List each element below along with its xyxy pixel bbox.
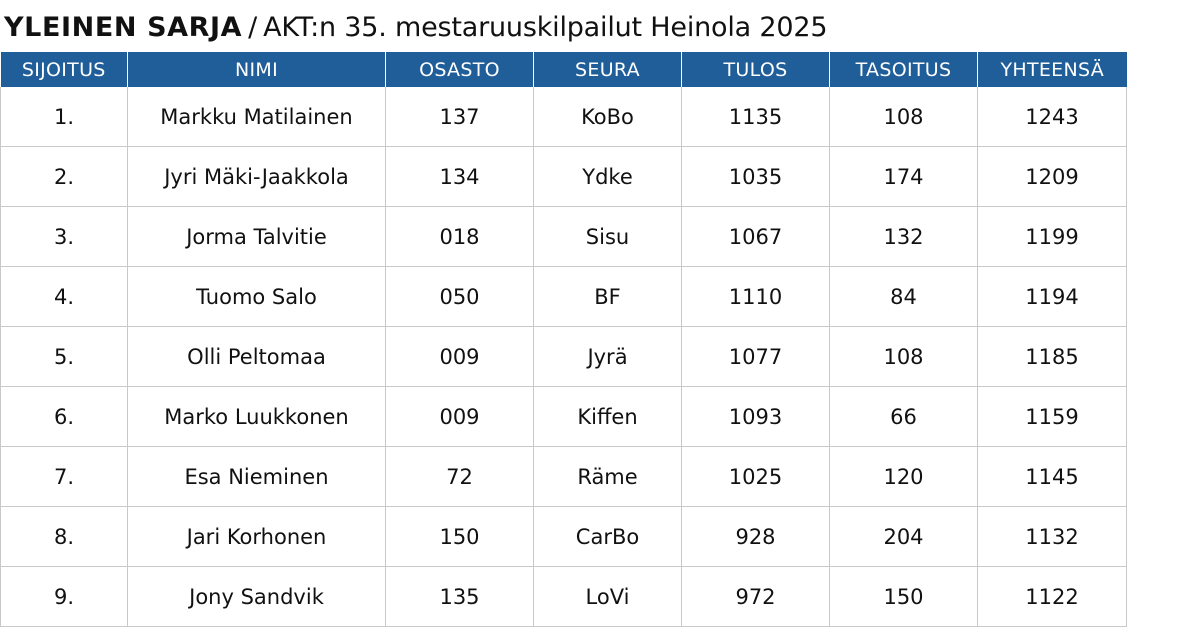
cell-yhteensa: 1132 — [977, 506, 1127, 567]
cell-nimi: Jari Korhonen — [127, 506, 386, 567]
cell-tasoitus: 84 — [829, 266, 978, 327]
table-row: 3. Jorma Talvitie 018 Sisu 1067 132 1199 — [0, 206, 1127, 267]
cell-seura: LoVi — [533, 566, 682, 627]
cell-osasto: 050 — [385, 266, 534, 327]
column-header-tasoitus: TASOITUS — [829, 52, 978, 87]
column-header-nimi: NIMI — [127, 52, 386, 87]
cell-nimi: Marko Luukkonen — [127, 386, 386, 447]
column-header-yhteensa: YHTEENSÄ — [977, 52, 1127, 87]
cell-osasto: 009 — [385, 386, 534, 447]
cell-osasto: 134 — [385, 146, 534, 207]
cell-nimi: Jyri Mäki-Jaakkola — [127, 146, 386, 207]
results-table: SIJOITUS NIMI OSASTO SEURA TULOS TASOITU… — [0, 52, 1127, 627]
cell-tulos: 1110 — [681, 266, 830, 327]
column-header-tulos: TULOS — [681, 52, 830, 87]
cell-seura: Jyrä — [533, 326, 682, 387]
cell-sijoitus: 1. — [0, 87, 128, 147]
cell-nimi: Jony Sandvik — [127, 566, 386, 627]
table-row: 8. Jari Korhonen 150 CarBo 928 204 1132 — [0, 506, 1127, 567]
title-separator: / — [248, 12, 258, 43]
cell-tasoitus: 120 — [829, 446, 978, 507]
cell-tasoitus: 132 — [829, 206, 978, 267]
cell-tasoitus: 150 — [829, 566, 978, 627]
page-title: YLEINEN SARJA / AKT:n 35. mestaruuskilpail… — [4, 6, 827, 50]
cell-tulos: 1135 — [681, 87, 830, 147]
cell-osasto: 135 — [385, 566, 534, 627]
cell-seura: Kiffen — [533, 386, 682, 447]
cell-tasoitus: 108 — [829, 87, 978, 147]
cell-sijoitus: 9. — [0, 566, 128, 627]
cell-osasto: 018 — [385, 206, 534, 267]
column-header-osasto: OSASTO — [385, 52, 534, 87]
table-row: 7. Esa Nieminen 72 Räme 1025 120 1145 — [0, 446, 1127, 507]
cell-yhteensa: 1199 — [977, 206, 1127, 267]
header-row: SIJOITUS NIMI OSASTO SEURA TULOS TASOITU… — [0, 52, 1127, 87]
cell-tasoitus: 174 — [829, 146, 978, 207]
cell-seura: BF — [533, 266, 682, 327]
table-row: 4. Tuomo Salo 050 BF 1110 84 1194 — [0, 266, 1127, 327]
cell-seura: Ydke — [533, 146, 682, 207]
cell-yhteensa: 1185 — [977, 326, 1127, 387]
column-header-sijoitus: SIJOITUS — [0, 52, 128, 87]
series-name: YLEINEN SARJA — [4, 12, 243, 43]
cell-seura: CarBo — [533, 506, 682, 567]
cell-yhteensa: 1122 — [977, 566, 1127, 627]
cell-sijoitus: 8. — [0, 506, 128, 567]
competition-name: AKT:n 35. mestaruuskilpailut Heinola 202… — [263, 12, 828, 43]
cell-tulos: 1067 — [681, 206, 830, 267]
cell-osasto: 150 — [385, 506, 534, 567]
cell-yhteensa: 1209 — [977, 146, 1127, 207]
cell-osasto: 009 — [385, 326, 534, 387]
cell-tulos: 1035 — [681, 146, 830, 207]
cell-yhteensa: 1145 — [977, 446, 1127, 507]
cell-nimi: Markku Matilainen — [127, 87, 386, 147]
cell-sijoitus: 6. — [0, 386, 128, 447]
cell-nimi: Olli Peltomaa — [127, 326, 386, 387]
cell-sijoitus: 2. — [0, 146, 128, 207]
cell-osasto: 72 — [385, 446, 534, 507]
cell-tulos: 1077 — [681, 326, 830, 387]
cell-yhteensa: 1243 — [977, 87, 1127, 147]
cell-tulos: 1025 — [681, 446, 830, 507]
cell-nimi: Esa Nieminen — [127, 446, 386, 507]
cell-sijoitus: 3. — [0, 206, 128, 267]
column-header-seura: SEURA — [533, 52, 682, 87]
table-row: 1. Markku Matilainen 137 KoBo 1135 108 1… — [0, 87, 1127, 147]
table-row: 6. Marko Luukkonen 009 Kiffen 1093 66 11… — [0, 386, 1127, 447]
cell-seura: Sisu — [533, 206, 682, 267]
cell-nimi: Tuomo Salo — [127, 266, 386, 327]
cell-sijoitus: 4. — [0, 266, 128, 327]
cell-tasoitus: 108 — [829, 326, 978, 387]
cell-sijoitus: 7. — [0, 446, 128, 507]
cell-seura: KoBo — [533, 87, 682, 147]
cell-yhteensa: 1194 — [977, 266, 1127, 327]
table-row: 2. Jyri Mäki-Jaakkola 134 Ydke 1035 174 … — [0, 146, 1127, 207]
table-row: 5. Olli Peltomaa 009 Jyrä 1077 108 1185 — [0, 326, 1127, 387]
cell-seura: Räme — [533, 446, 682, 507]
cell-nimi: Jorma Talvitie — [127, 206, 386, 267]
cell-osasto: 137 — [385, 87, 534, 147]
cell-tulos: 928 — [681, 506, 830, 567]
cell-tasoitus: 66 — [829, 386, 978, 447]
cell-sijoitus: 5. — [0, 326, 128, 387]
cell-tulos: 972 — [681, 566, 830, 627]
cell-tasoitus: 204 — [829, 506, 978, 567]
cell-yhteensa: 1159 — [977, 386, 1127, 447]
cell-tulos: 1093 — [681, 386, 830, 447]
table-row: 9. Jony Sandvik 135 LoVi 972 150 1122 — [0, 566, 1127, 627]
